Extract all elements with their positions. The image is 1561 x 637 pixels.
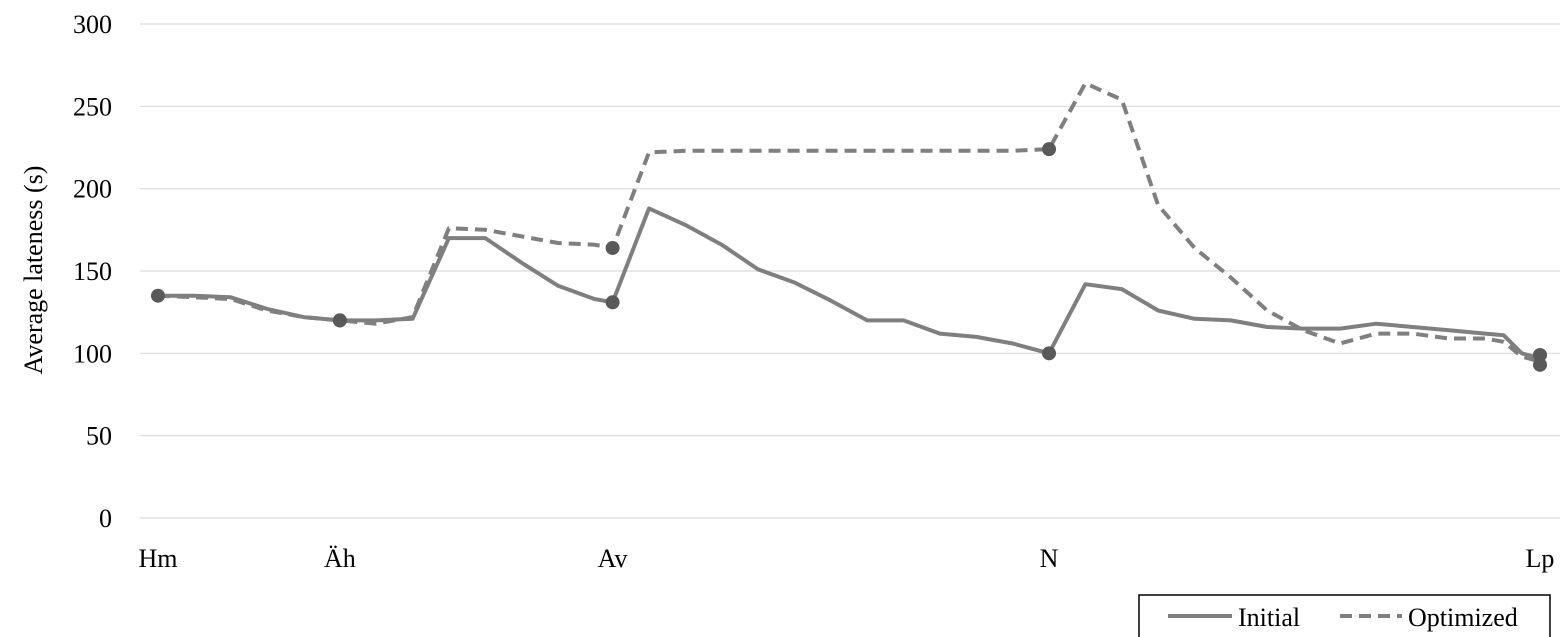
marker-initial-4 xyxy=(1533,357,1547,372)
series-line-initial xyxy=(158,206,1541,361)
legend: Initial Optimized xyxy=(1138,594,1551,637)
x-tick-label-1: Äh xyxy=(324,544,356,573)
x-tick-label-0: Hm xyxy=(139,544,178,573)
y-tick-label-100: 100 xyxy=(73,339,112,368)
grid-lines xyxy=(140,23,1560,519)
legend-label-optimized: Optimized xyxy=(1408,603,1518,632)
y-tick-label-150: 150 xyxy=(73,257,112,286)
marker-initial-3 xyxy=(1042,346,1057,361)
legend-label-initial: Initial xyxy=(1238,603,1300,632)
y-tick-label-50: 50 xyxy=(86,422,112,451)
x-tick-label-3: N xyxy=(1040,544,1059,573)
marker-initial-2 xyxy=(605,295,620,310)
series-markers xyxy=(151,142,1547,372)
y-tick-label-250: 250 xyxy=(73,92,112,121)
marker-optimized-0 xyxy=(332,313,347,328)
y-tick-labels: 0 50 100 150 200 250 300 xyxy=(73,10,112,533)
y-tick-label-300: 300 xyxy=(73,10,112,39)
x-tick-label-2: Av xyxy=(598,544,628,573)
y-axis-title: Average lateness (s) xyxy=(19,166,48,375)
marker-optimized-1 xyxy=(605,240,620,255)
series-lines xyxy=(157,81,1541,364)
series-line-optimized xyxy=(157,81,1541,364)
y-tick-label-0: 0 xyxy=(99,504,112,533)
y-tick-label-200: 200 xyxy=(73,175,112,204)
x-tick-label-4: Lp xyxy=(1526,544,1555,573)
marker-optimized-3 xyxy=(1533,347,1547,362)
marker-initial-0 xyxy=(151,288,165,303)
marker-optimized-2 xyxy=(1042,142,1057,157)
x-tick-labels: Hm Äh Av N Lp xyxy=(139,544,1555,573)
